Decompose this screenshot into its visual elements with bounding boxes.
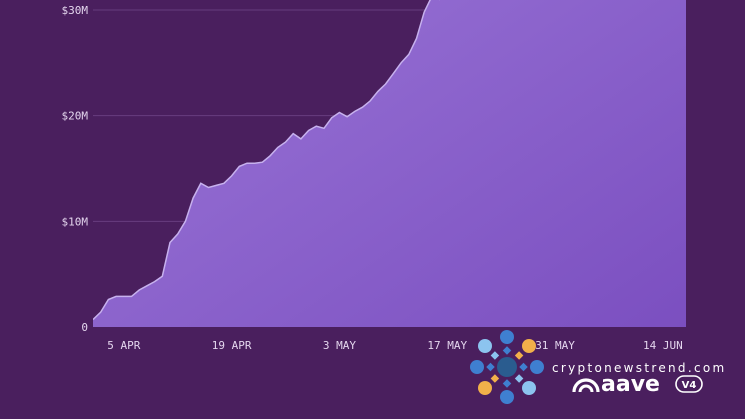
network-node [478,339,492,353]
network-node [522,381,536,395]
network-link-diamond [490,351,500,360]
network-node [478,381,492,395]
network-link-diamond [490,374,500,383]
watermark: cryptonewstrend.com aave V4 [470,330,726,404]
y-tick-label: $10M [62,215,89,228]
x-tick-label: 31 MAY [535,339,575,352]
y-tick-labels: 0 $10M $20M $30M [62,4,89,334]
area-fill [93,0,686,327]
network-link-diamond [514,351,524,360]
watermark-site-text: cryptonewstrend.com [552,361,726,375]
network-link-diamond [519,362,528,372]
network-node [500,330,514,344]
x-tick-label: 3 MAY [323,339,356,352]
y-tick-label: 0 [81,321,88,334]
network-link-diamond [502,346,512,355]
y-tick-label: $30M [62,4,89,17]
version-badge-text: V4 [682,380,697,391]
x-tick-label: 14 JUN [643,339,683,352]
network-node [470,360,484,374]
network-link-diamond [502,379,512,388]
x-tick-labels: 5 APR 19 APR 3 MAY 17 MAY 31 MAY 14 JUN [107,339,683,352]
network-node [530,360,544,374]
aave-network-icon [470,330,544,404]
aave-ghost-icon [572,378,600,393]
x-tick-label: 5 APR [107,339,140,352]
network-core-node [497,357,517,377]
aave-logo-text: aave [601,372,660,397]
version-badge-outline [675,375,703,393]
x-tick-label: 19 APR [212,339,252,352]
area-series-line [93,0,441,321]
x-tick-label: 17 MAY [427,339,467,352]
network-link-diamond [514,374,524,383]
network-link-diamond [486,362,495,372]
network-node [500,390,514,404]
network-node [522,339,536,353]
area-series [93,0,686,327]
y-tick-label: $20M [62,110,89,123]
